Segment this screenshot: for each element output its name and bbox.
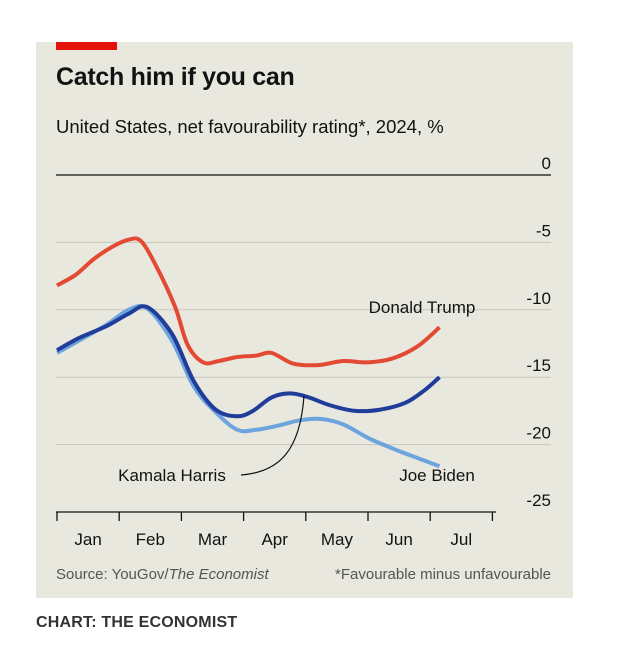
chart-subtitle: United States, net favourability rating*… xyxy=(56,116,444,137)
x-tick-label: Apr xyxy=(261,530,288,549)
biden-line xyxy=(56,303,441,469)
harris-line xyxy=(56,304,441,419)
chart-title: Catch him if you can xyxy=(56,63,295,91)
harris-label: Kamala Harris xyxy=(118,466,226,485)
trump-line xyxy=(55,236,441,368)
x-tick-label: Mar xyxy=(198,530,228,549)
x-tick-label: May xyxy=(321,530,354,549)
biden-label: Joe Biden xyxy=(399,466,475,485)
trump-label: Donald Trump xyxy=(369,298,476,317)
y-tick-label: 0 xyxy=(542,154,551,173)
y-tick-label: -5 xyxy=(536,221,551,240)
y-tick-label: -10 xyxy=(526,289,551,308)
harris-callout-line xyxy=(240,395,305,476)
source-text: Source: YouGov/The Economist xyxy=(56,566,269,583)
x-tick-label: Jun xyxy=(385,530,412,549)
x-tick-label: Jul xyxy=(450,530,472,549)
footnote-text: *Favourable minus unfavourable xyxy=(335,566,551,583)
chart-credit: CHART: THE ECONOMIST xyxy=(36,614,238,631)
x-axis: Jan Feb Mar Apr May Jun Jul xyxy=(56,511,496,549)
series-lines xyxy=(55,236,441,469)
y-tick-label: -15 xyxy=(526,356,551,375)
x-tick-label: Jan xyxy=(74,530,101,549)
brand-red-tag xyxy=(56,42,117,50)
y-tick-label: -20 xyxy=(526,424,551,443)
chart-card xyxy=(36,42,573,598)
y-tick-label: -25 xyxy=(526,491,551,510)
annotations: Donald Trump Kamala Harris Joe Biden xyxy=(118,298,475,485)
y-axis-ticks: 0 -5 -10 -15 -20 -25 xyxy=(526,154,551,510)
x-tick-label: Feb xyxy=(136,530,165,549)
